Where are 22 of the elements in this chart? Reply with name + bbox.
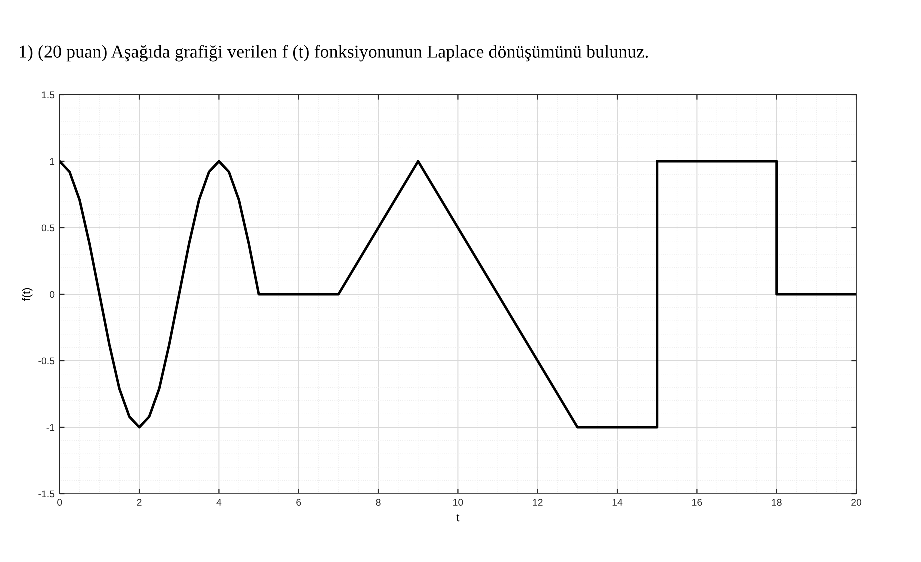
y-tick-label: -0.5 <box>38 358 55 365</box>
x-tick-label: 4 <box>216 499 222 506</box>
y-tick-label: 1.5 <box>42 92 55 99</box>
y-tick-label: -1 <box>46 424 55 432</box>
x-tick-label: 16 <box>692 499 702 506</box>
x-axis-title: t <box>456 514 460 522</box>
y-tick-label: 0.5 <box>42 224 55 232</box>
x-tick-label: 14 <box>612 499 623 506</box>
x-tick-label: 0 <box>58 499 62 506</box>
chart-title: 1) (20 puan) Aşağıda grafiği verilen f (t) fonksiyonunun Laplace dönüşümünü bulunuz. <box>20 45 648 62</box>
y-tick-label: 1 <box>50 158 55 166</box>
x-tick-label: 20 <box>852 499 862 506</box>
x-tick-label: 2 <box>137 499 142 506</box>
x-tick-label: 8 <box>376 499 381 506</box>
line-series <box>60 160 857 429</box>
x-tick-label: 10 <box>454 499 464 506</box>
x-tick-label: 18 <box>772 499 782 506</box>
y-tick-label: 0 <box>50 291 55 298</box>
y-tick-label: -1.5 <box>38 490 55 498</box>
x-tick-label: 12 <box>533 499 543 506</box>
y-axis-title: f(t) <box>22 288 33 302</box>
x-tick-label: 6 <box>296 499 302 506</box>
